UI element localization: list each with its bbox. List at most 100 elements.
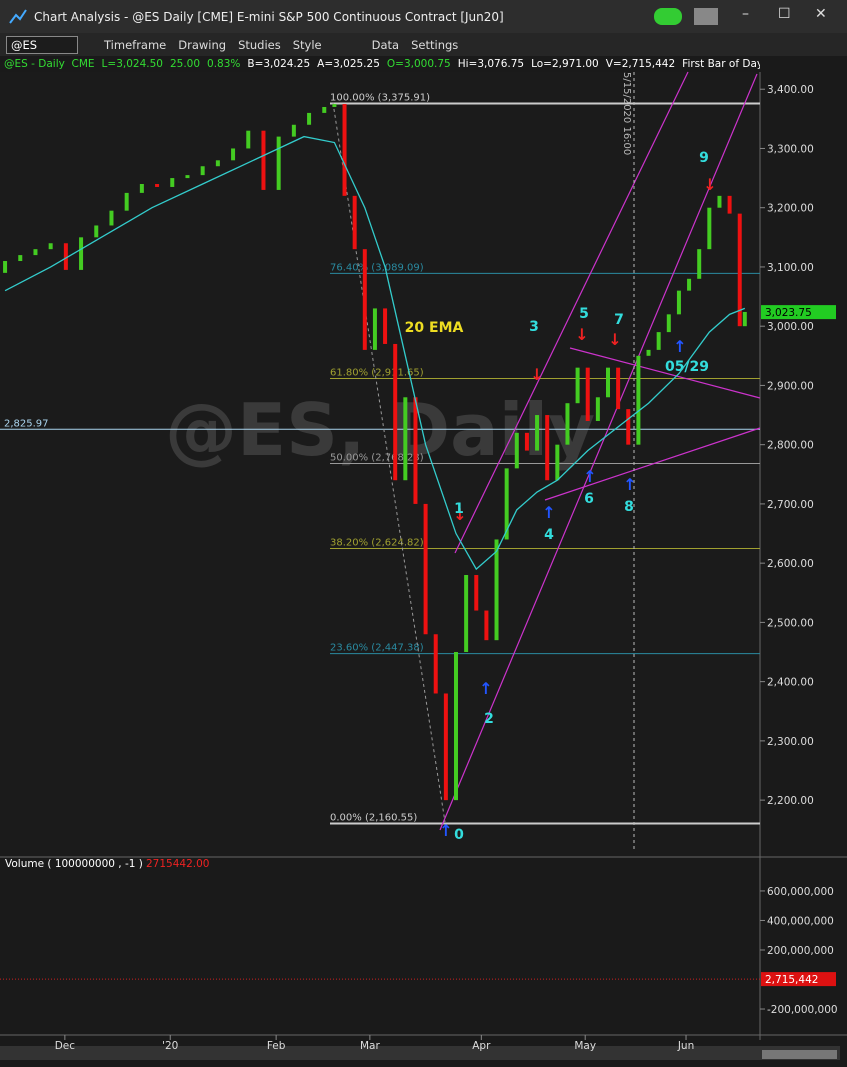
candle-body	[484, 610, 489, 641]
symbol-box[interactable]: @ES	[6, 35, 78, 54]
candle-body	[443, 693, 448, 801]
fib-label: 0.00% (2,160.55)	[330, 812, 417, 823]
wave-label: 05/29	[665, 359, 709, 375]
candle-body	[575, 367, 580, 404]
candle-body	[231, 148, 236, 161]
candle-body	[109, 210, 114, 226]
candle-body	[737, 213, 742, 327]
y-tick-label: -200,000,000	[767, 1004, 838, 1016]
x-tick-label: Apr	[472, 1040, 491, 1052]
last-price-box	[761, 305, 836, 320]
s-button[interactable]	[654, 8, 682, 25]
candle-body	[595, 397, 600, 421]
close[interactable]: ✕	[815, 6, 827, 22]
arrow-down: ↓	[530, 365, 543, 384]
volume-title: Volume ( 100000000 , -1 )	[5, 858, 143, 870]
candle-body	[3, 261, 8, 273]
candle-body	[291, 124, 296, 137]
candle-body	[626, 409, 631, 445]
toolbar-button[interactable]: Timeframe	[104, 37, 167, 52]
y-tick-label: 3,200.00	[767, 203, 814, 215]
toolbar-button[interactable]: Settings	[411, 37, 459, 52]
info-item: V=2,715,442	[605, 58, 676, 70]
toolbar-button[interactable]: Studies	[238, 37, 281, 52]
y-tick-label: 3,300.00	[767, 143, 814, 155]
candle-body	[403, 397, 408, 481]
toolbar: @ES Timeframe Drawing Studies Style Data…	[0, 33, 847, 56]
toolbar-button[interactable]: Style	[292, 37, 322, 52]
minimize[interactable]: –	[742, 6, 749, 22]
wave-label: 1	[454, 501, 464, 517]
toolbar-button[interactable]: Data	[371, 37, 400, 52]
wave-label: 9	[699, 150, 709, 166]
candle-body	[687, 278, 692, 291]
last-price-label: 3,023.75	[765, 307, 812, 319]
maximize[interactable]: ☐	[778, 6, 791, 22]
candle-body	[524, 432, 529, 451]
candle-body	[307, 112, 312, 125]
ema-label: 20 EMA	[405, 320, 464, 336]
candle-body	[362, 249, 367, 350]
candle-body	[585, 367, 590, 421]
arrow-up: ↑	[542, 503, 555, 522]
arrow-up: ↑	[583, 467, 596, 486]
y-tick-label: 3,000.00	[767, 321, 814, 333]
candle-body	[656, 332, 661, 350]
info-item: 0.83%	[207, 58, 241, 70]
x-tick-label: Mar	[360, 1040, 380, 1052]
candle-body	[139, 184, 144, 193]
candle-body	[246, 130, 251, 149]
y-tick-label: 2,300.00	[767, 736, 814, 748]
candle-body	[185, 175, 190, 179]
candle-body	[494, 539, 499, 641]
candle-body	[94, 225, 99, 238]
fib-label: 61.80% (2,911.65)	[330, 368, 424, 379]
candle-body	[636, 355, 641, 445]
candle-body	[372, 308, 377, 350]
candle-body	[717, 195, 722, 208]
wave-label: 5	[579, 306, 589, 322]
toolbar-button[interactable]: Drawing	[178, 37, 227, 52]
y-tick-label: 2,900.00	[767, 380, 814, 392]
y-tick-label: 2,500.00	[767, 617, 814, 629]
wave-label: 4	[544, 527, 554, 543]
arrow-down: ↓	[703, 175, 716, 194]
fib-label: 100.00% (3,375.91)	[330, 92, 430, 103]
candle-body	[423, 503, 428, 635]
candle-body	[215, 160, 220, 167]
candle-body	[383, 308, 388, 344]
candle-body	[504, 468, 509, 540]
info-item: Hi=3,076.75	[457, 58, 525, 70]
candle-body	[18, 255, 23, 262]
i-button[interactable]	[694, 8, 718, 25]
fib-label: 38.20% (2,624.82)	[330, 537, 424, 548]
candle-body	[565, 403, 570, 445]
candle-body	[342, 104, 347, 196]
y-tick-label: 200,000,000	[767, 945, 834, 957]
info-line: @ES - Daily CME L=3,024.50 25.00 0.83% B=3,0…	[4, 58, 760, 70]
arrow-down: ↓	[575, 325, 588, 344]
candle-body	[261, 130, 266, 190]
info-item: A=3,025.25	[317, 58, 380, 70]
info-item: @ES - Daily CME	[4, 58, 95, 70]
x-tick-label: '20	[162, 1040, 178, 1052]
y-tick-label: 3,100.00	[767, 262, 814, 274]
y-tick-label: 600,000,000	[767, 886, 834, 898]
arrow-up: ↑	[439, 821, 452, 840]
candle-body	[676, 290, 681, 315]
candle-body	[63, 243, 68, 270]
arrow-up: ↑	[673, 337, 686, 356]
candle-body	[646, 349, 651, 356]
info-item: L=3,024.50	[101, 58, 163, 70]
y-tick-label: 2,700.00	[767, 499, 814, 511]
candle-body	[606, 367, 610, 398]
candle-body	[666, 314, 671, 333]
candle-body	[697, 249, 702, 279]
x-tick-label: Jun	[677, 1040, 694, 1052]
wave-label: 2	[484, 711, 494, 727]
candle-body	[276, 136, 281, 190]
candle-body	[124, 192, 129, 211]
